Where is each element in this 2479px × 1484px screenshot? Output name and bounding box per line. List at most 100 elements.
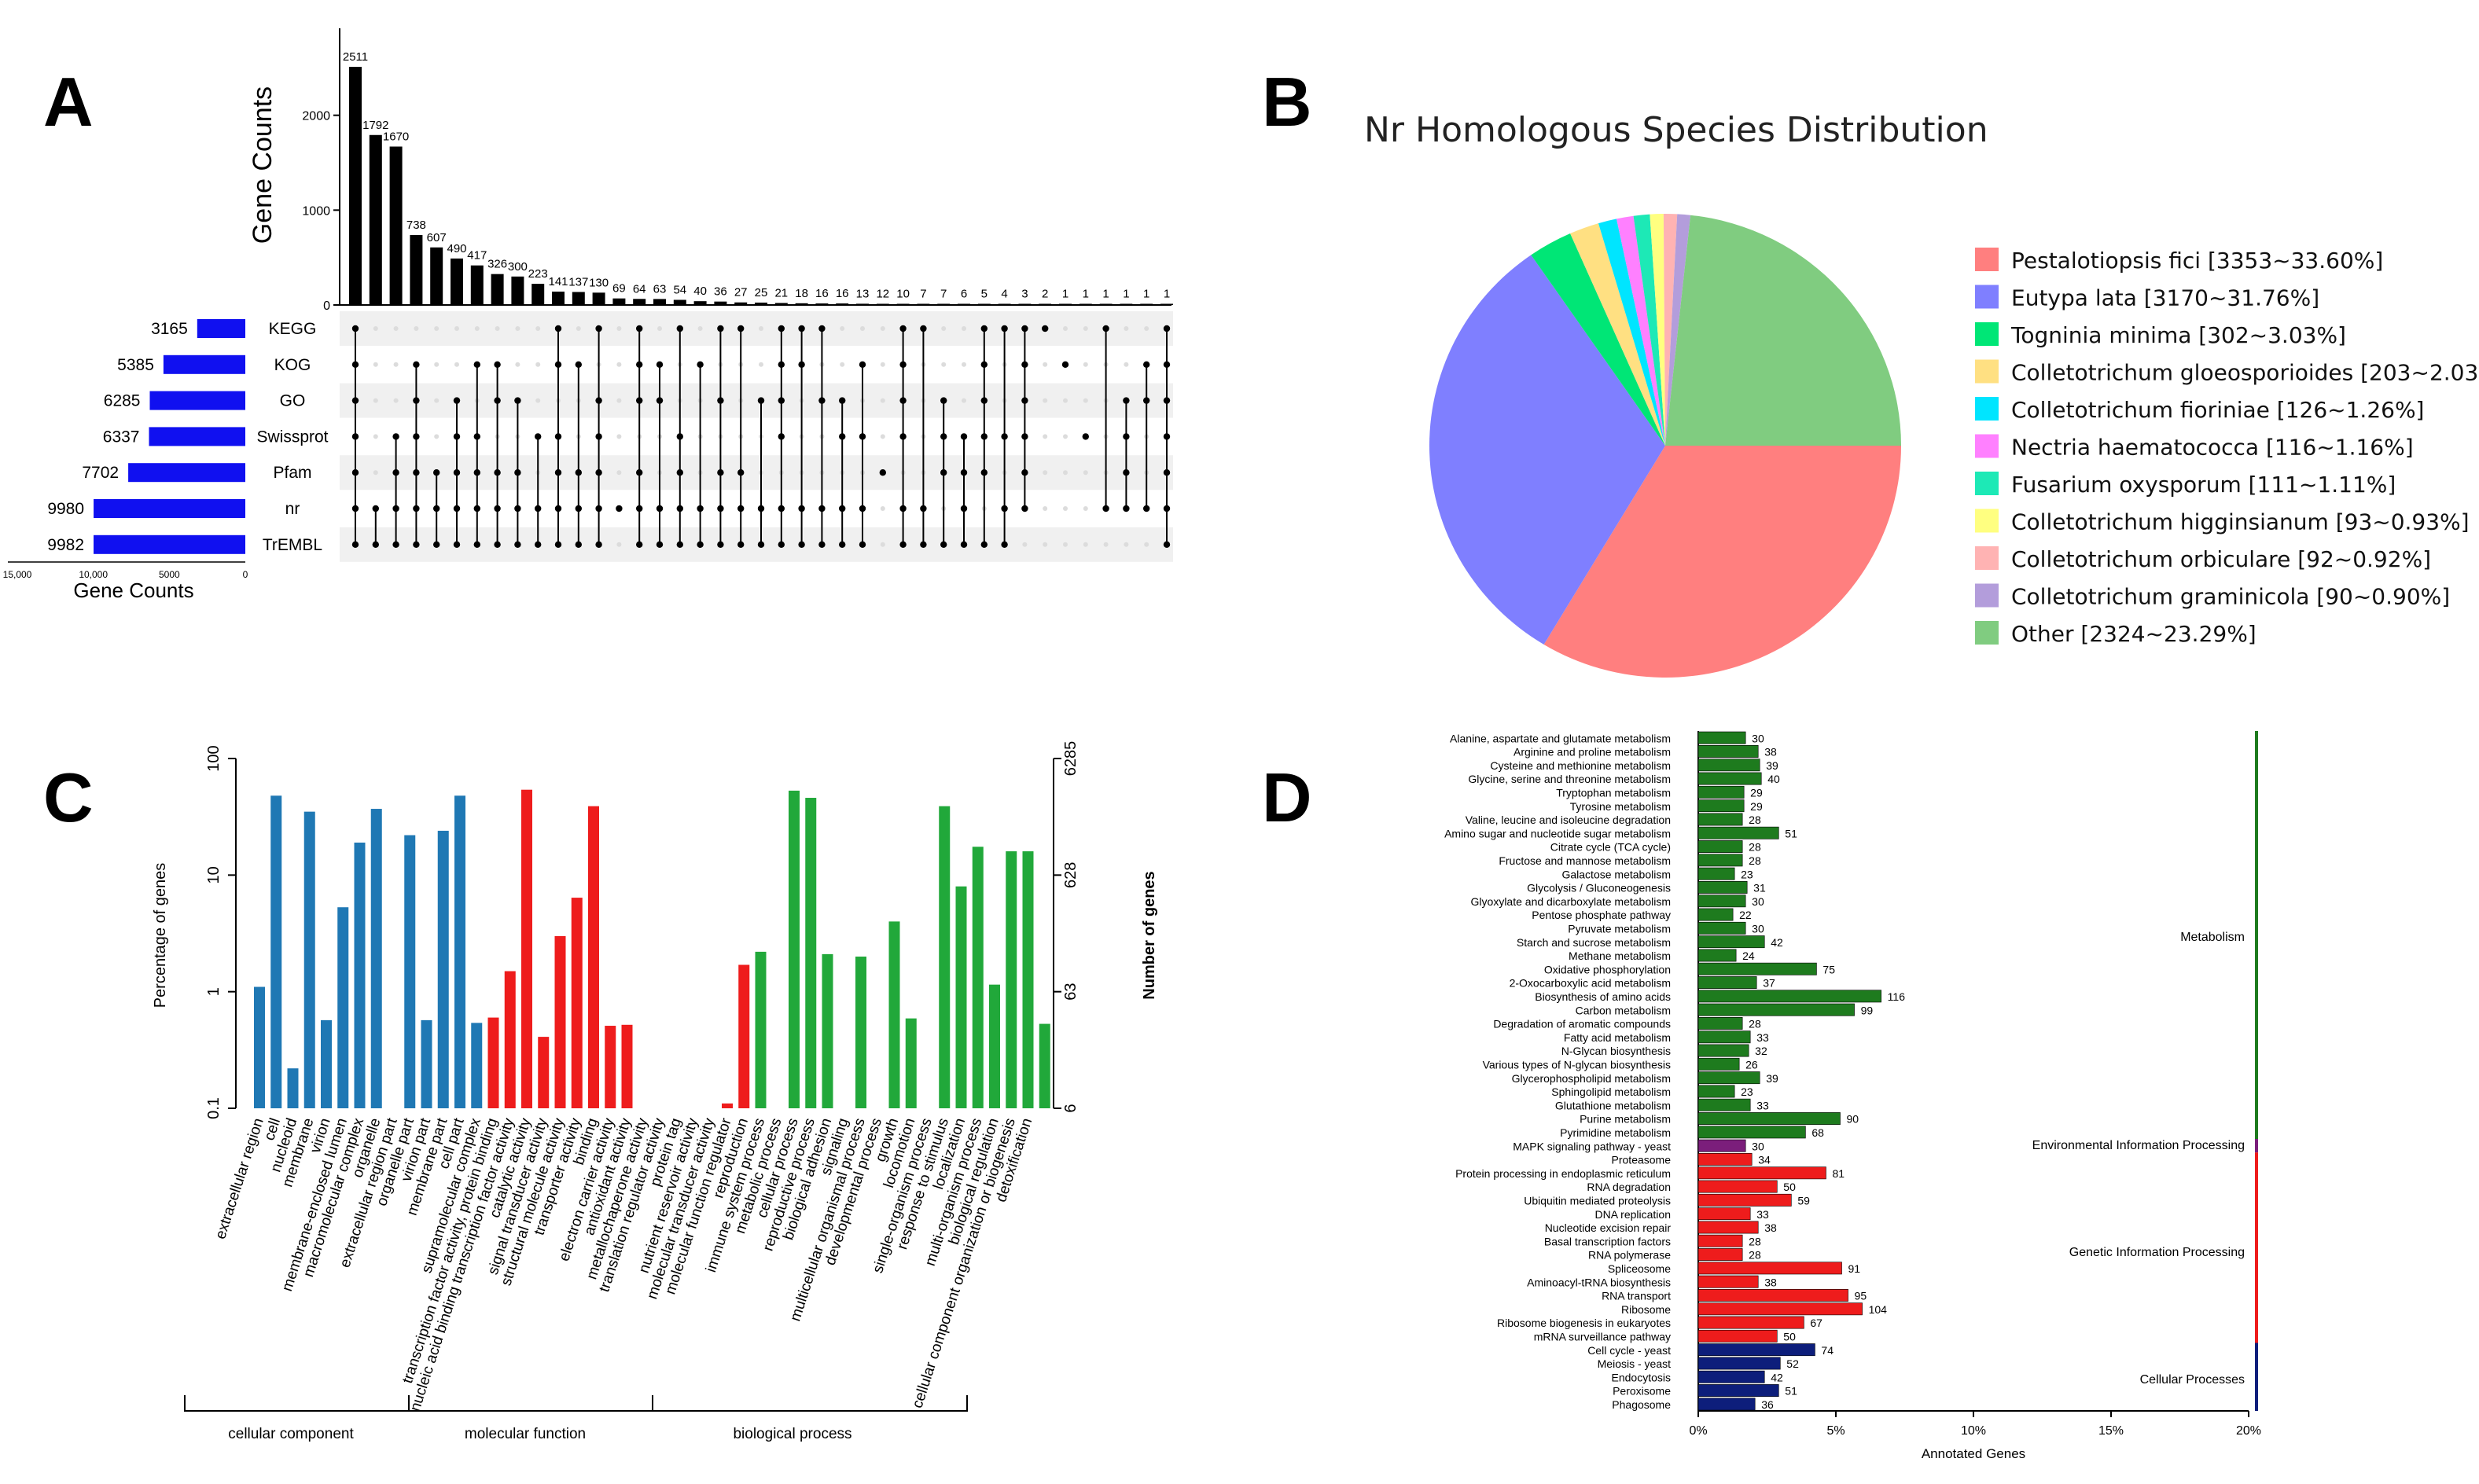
- upset-set-size-value: 6285: [104, 392, 141, 410]
- kegg-bar: [1697, 976, 1757, 990]
- go-bar: [1039, 1023, 1050, 1108]
- kegg-bar-value: 33: [1756, 1031, 1769, 1044]
- upset-intersection-bar: [389, 146, 403, 305]
- kegg-pathway-label: Aminoacyl-tRNA biosynthesis: [1527, 1276, 1671, 1288]
- upset-matrix-dot: [759, 326, 763, 331]
- go-bar: [421, 1019, 432, 1108]
- kegg-pathway-label: Glycerophospholipid metabolism: [1512, 1072, 1671, 1085]
- kegg-bar: [1697, 1071, 1760, 1085]
- pie-legend-swatch: [1975, 472, 1999, 495]
- kegg-pathway-label: Pyrimidine metabolism: [1560, 1126, 1671, 1139]
- kegg-pathway-label: Fatty acid metabolism: [1564, 1031, 1671, 1044]
- kegg-bar: [1697, 1180, 1778, 1193]
- upset-matrix-dot: [879, 469, 887, 476]
- upset-matrix-dot: [1123, 397, 1130, 404]
- kegg-bar-value: 75: [1822, 963, 1835, 975]
- kegg-bar: [1697, 744, 1759, 758]
- upset-matrix-dot: [373, 326, 378, 331]
- kegg-bar-value: 52: [1786, 1357, 1799, 1370]
- go-bar: [471, 1023, 483, 1108]
- kegg-pathway-label: Meiosis - yeast: [1598, 1357, 1671, 1370]
- kegg-bar-value: 38: [1764, 746, 1777, 759]
- upset-bar-count: 27: [734, 286, 748, 299]
- go-bar: [370, 809, 382, 1108]
- upset-matrix-dot: [393, 362, 399, 367]
- kegg-pathway-label: RNA polymerase: [1588, 1249, 1671, 1262]
- go-group-label: molecular function: [465, 1426, 586, 1442]
- pie-slice: [1598, 219, 1665, 446]
- kegg-bar-value: 40: [1767, 773, 1780, 785]
- kegg-pathway-label: Degradation of aromatic compounds: [1493, 1018, 1671, 1030]
- pie-legend-swatch: [1975, 248, 1999, 271]
- go-left-tick-label: 10: [205, 866, 223, 883]
- upset-matrix-dot: [1144, 542, 1149, 547]
- kegg-bar-value: 38: [1764, 1276, 1777, 1288]
- upset-matrix-dot: [962, 398, 966, 403]
- kegg-bar: [1697, 1370, 1765, 1383]
- go-bar: [855, 957, 866, 1108]
- go-bar: [955, 886, 967, 1108]
- upset-intersection-bar: [653, 299, 666, 305]
- upset-matrix-dot: [1103, 542, 1109, 547]
- pie-slice: [1570, 223, 1665, 446]
- kegg-pathway-label: Starch and sucrose metabolism: [1517, 936, 1671, 949]
- kegg-bar: [1697, 1329, 1778, 1343]
- pie-slice: [1429, 255, 1665, 645]
- upset-matrix-dot: [453, 397, 461, 404]
- go-group-bracket: [184, 1395, 410, 1412]
- upset-bar-count: 300: [508, 260, 528, 274]
- kegg-category-label: Metabolism: [2180, 931, 2245, 944]
- kegg-pathway-label: Citrate cycle (TCA cycle): [1550, 841, 1671, 854]
- upset-matrix-dot: [616, 470, 622, 476]
- kegg-pathway-label: 2-Oxocarboxylic acid metabolism: [1510, 977, 1671, 990]
- upset-matrix-dot: [657, 326, 662, 331]
- upset-intersection-bar: [1120, 303, 1133, 305]
- upset-intersection-bar: [633, 299, 646, 305]
- upset-bar-count: 2511: [343, 50, 368, 64]
- upset-intersection-bar: [470, 265, 484, 305]
- kegg-bar-value: 50: [1783, 1331, 1796, 1343]
- go-bar: [538, 1037, 550, 1108]
- upset-bar-count: 137: [568, 275, 588, 288]
- pie-legend-swatch: [1975, 434, 1999, 458]
- kegg-bar: [1697, 1085, 1735, 1098]
- pie-legend-swatch: [1975, 285, 1999, 309]
- upset-intersection-bar: [958, 303, 970, 305]
- kegg-bar-value: 29: [1750, 800, 1763, 813]
- kegg-pathway-label: N-Glycan biosynthesis: [1561, 1045, 1671, 1057]
- kegg-pathway-label: Sphingolipid metabolism: [1551, 1085, 1671, 1098]
- kegg-bar: [1697, 1003, 1855, 1016]
- kegg-pathway-label: Amino sugar and nucleotide sugar metabol…: [1444, 827, 1671, 839]
- kegg-bar: [1697, 962, 1817, 975]
- kegg-bar-value: 67: [1810, 1317, 1822, 1329]
- go-bar: [303, 811, 315, 1108]
- upset-matrix-dot: [1083, 470, 1088, 476]
- upset-matrix-dot: [880, 362, 885, 367]
- upset-matrix-dot: [1144, 326, 1149, 331]
- kegg-bar-value: 22: [1739, 909, 1752, 921]
- upset-set-name: Pfam: [273, 464, 311, 482]
- kegg-bar-value: 28: [1749, 854, 1761, 867]
- upset-bar-count: 21: [774, 286, 788, 299]
- kegg-pathway-label: Endocytosis: [1612, 1371, 1671, 1383]
- pie-legend-swatch: [1975, 583, 1999, 608]
- go-bar: [1006, 851, 1017, 1108]
- go-bar: [571, 898, 583, 1108]
- kegg-bar: [1697, 1262, 1842, 1275]
- upset-bar-count: 54: [673, 283, 686, 296]
- upset-y-tick-label: 2000: [302, 110, 330, 123]
- kegg-category-label: Genetic Information Processing: [2069, 1246, 2245, 1259]
- pie-slice: [1665, 215, 1901, 446]
- kegg-bar: [1697, 990, 1881, 1003]
- kegg-pathway-label: Purine metabolism: [1580, 1113, 1671, 1126]
- upset-row-stripe: [340, 455, 1173, 490]
- upset-bar-count: 1792: [362, 119, 388, 132]
- kegg-bar-value: 28: [1749, 1018, 1761, 1030]
- upset-bar-count: 69: [612, 282, 626, 296]
- go-right-tick-label: 628: [1062, 862, 1080, 888]
- pie-legend-swatch: [1975, 359, 1999, 384]
- pie-legend-label: Eutypa lata [3170~31.76%]: [2011, 285, 2319, 311]
- upset-matrix-dot: [373, 470, 378, 476]
- upset-intersection-bar: [774, 303, 788, 305]
- pie-legend-swatch: [1975, 322, 1999, 346]
